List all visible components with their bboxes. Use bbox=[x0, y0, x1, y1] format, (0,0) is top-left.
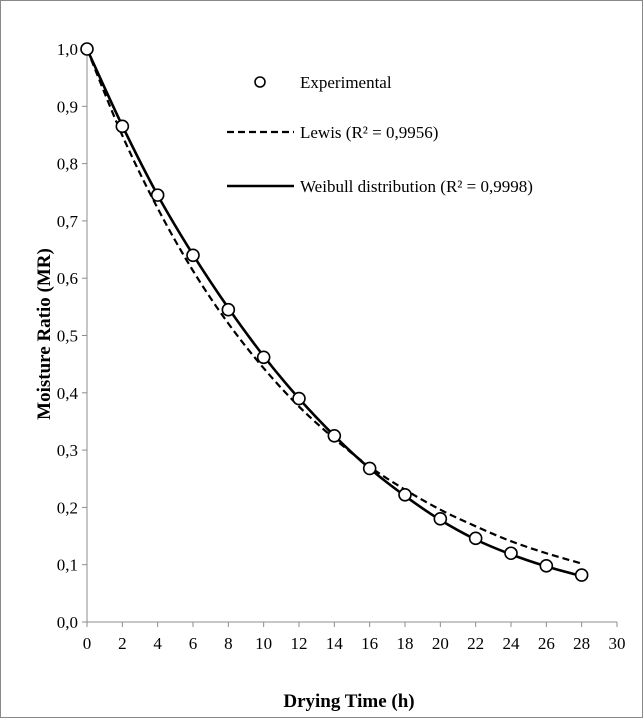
y-tick-label: 0,6 bbox=[57, 269, 78, 288]
y-tick-label: 0,7 bbox=[57, 212, 79, 231]
x-tick-label: 26 bbox=[538, 634, 555, 653]
x-tick-label: 0 bbox=[83, 634, 92, 653]
x-tick-label: 2 bbox=[118, 634, 127, 653]
axes: 0,00,10,20,30,40,50,60,70,80,91,00 2 4 6 8 10… bbox=[57, 40, 626, 653]
data-point bbox=[150, 188, 165, 202]
x-tick-label: 18 bbox=[397, 634, 414, 653]
y-tick-label: 0,1 bbox=[57, 556, 78, 575]
data-point bbox=[539, 559, 554, 573]
x-tick-label: 20 bbox=[432, 634, 449, 653]
legend-label-1: Lewis (R² = 0,9956) bbox=[300, 123, 438, 142]
y-tick-label: 0,2 bbox=[57, 498, 78, 517]
data-point bbox=[327, 428, 342, 443]
data-point bbox=[292, 391, 306, 406]
data-point bbox=[221, 302, 236, 317]
legend: Experimental Lewis (R² = 0,9956) Weibull d… bbox=[227, 73, 533, 196]
data-point bbox=[362, 461, 377, 476]
legend-label-0: Experimental bbox=[300, 73, 392, 92]
data-point bbox=[504, 546, 518, 561]
x-tick-label: 24 bbox=[503, 634, 521, 653]
x-tick-label: 14 bbox=[326, 634, 344, 653]
y-tick-label: 1,0 bbox=[57, 40, 78, 59]
data-point bbox=[433, 512, 448, 526]
x-tick-label: 30 bbox=[609, 634, 626, 653]
x-axis-title: Drying Time (h) bbox=[283, 691, 414, 712]
x-tick-label: 6 bbox=[189, 634, 198, 653]
y-tick-label: 0,0 bbox=[57, 613, 78, 632]
x-tick-label: 10 bbox=[255, 634, 272, 653]
data-point bbox=[256, 350, 271, 365]
series-layer bbox=[80, 42, 589, 582]
x-tick-label: 16 bbox=[361, 634, 378, 653]
legend-marker-experimental bbox=[254, 76, 266, 88]
y-axis-title: Moisture Ratio (MR) bbox=[34, 248, 55, 420]
x-tick-label: 22 bbox=[467, 634, 484, 653]
y-tick-label: 0,8 bbox=[57, 155, 78, 174]
data-point bbox=[468, 531, 483, 546]
data-point bbox=[574, 568, 589, 582]
x-tick-label: 28 bbox=[573, 634, 590, 653]
x-tick-label: 8 bbox=[224, 634, 233, 653]
y-tick-label: 0,5 bbox=[57, 327, 78, 346]
y-tick-label: 0,4 bbox=[57, 384, 79, 403]
data-point bbox=[186, 248, 200, 263]
data-point bbox=[80, 42, 94, 56]
data-point bbox=[115, 119, 130, 134]
data-point bbox=[398, 487, 412, 502]
x-tick-label: 12 bbox=[291, 634, 308, 653]
y-tick-label: 0,9 bbox=[57, 97, 78, 116]
x-tick-label: 4 bbox=[153, 634, 162, 653]
legend-label-2: Weibull distribution (R² = 0,9998) bbox=[300, 177, 533, 196]
y-tick-label: 0,3 bbox=[57, 441, 78, 460]
